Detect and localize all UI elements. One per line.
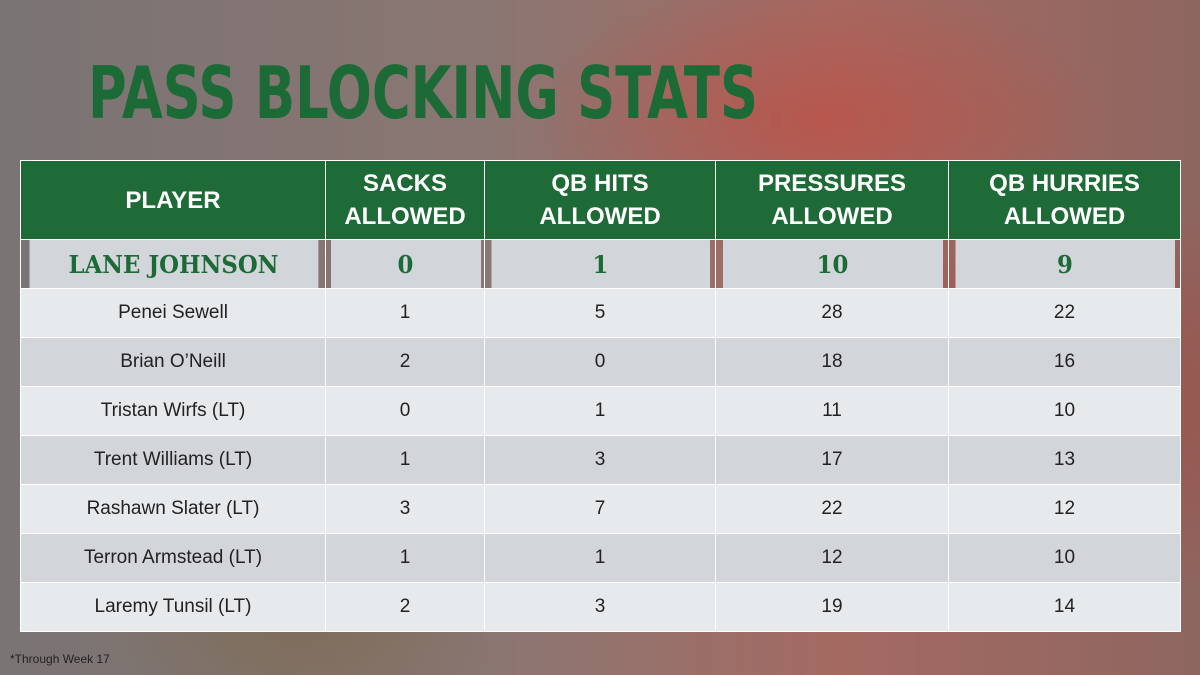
stat-cell: 0 bbox=[325, 386, 485, 436]
header-line: ALLOWED bbox=[1003, 203, 1126, 230]
stat-cell: 28 bbox=[715, 288, 949, 338]
header-line: PLAYER bbox=[125, 186, 221, 214]
stat-cell: 0 bbox=[484, 337, 716, 387]
table-row: Brian O’Neill 2 0 18 16 bbox=[20, 337, 1181, 387]
stat-cell: 1 bbox=[325, 288, 485, 338]
stat-cell: 2 bbox=[325, 337, 485, 387]
player-cell: Terron Armstead (LT) bbox=[20, 533, 326, 583]
header-line: ALLOWED bbox=[771, 203, 893, 230]
highlight-row: LANE JOHNSON 0 1 10 9 bbox=[21, 239, 1181, 289]
header-line: SACKS bbox=[362, 170, 447, 197]
stat-cell: 1 bbox=[484, 386, 716, 436]
title: PASS BLOCKING STATS bbox=[88, 51, 758, 135]
stat-cell: 10 bbox=[948, 533, 1181, 583]
table-row: Tristan Wirfs (LT) 0 1 11 10 bbox=[20, 386, 1181, 436]
stats-table: PLAYER SACKS ALLOWED QB HITS ALLOWED PRESSURE… bbox=[20, 160, 1181, 632]
player-cell: Tristan Wirfs (LT) bbox=[20, 386, 326, 436]
player-cell: Rashawn Slater (LT) bbox=[20, 484, 326, 534]
header-cell: SACKS ALLOWED bbox=[325, 160, 485, 240]
stat-cell: 12 bbox=[715, 533, 949, 583]
stat-cell: 3 bbox=[325, 484, 485, 534]
stat-cell: 19 bbox=[715, 582, 949, 632]
header-row: PLAYER SACKS ALLOWED QB HITS ALLOWED PRESSURE… bbox=[20, 160, 1181, 240]
stat-cell: 10 bbox=[720, 239, 944, 289]
stat-cell: 1 bbox=[484, 533, 716, 583]
stat-cell: 5 bbox=[484, 288, 716, 338]
stat-cell: 0 bbox=[329, 239, 482, 289]
header-line: QB HURRIES bbox=[989, 170, 1140, 197]
player-cell: Penei Sewell bbox=[20, 288, 326, 338]
table-row: Penei Sewell 1 5 28 22 bbox=[20, 288, 1181, 338]
header-cell: QB HITS ALLOWED bbox=[484, 160, 716, 240]
player-cell: Brian O’Neill bbox=[20, 337, 326, 387]
stat-cell: 11 bbox=[715, 386, 949, 436]
table-row: Terron Armstead (LT) 1 1 12 10 bbox=[20, 533, 1181, 583]
player-cell: LANE JOHNSON bbox=[27, 239, 319, 289]
stat-cell: 1 bbox=[325, 533, 485, 583]
table-row: Rashawn Slater (LT) 3 7 22 12 bbox=[20, 484, 1181, 534]
header-line: PRESSURES bbox=[757, 170, 907, 197]
stat-cell: 14 bbox=[948, 582, 1181, 632]
stat-cell: 17 bbox=[715, 435, 949, 485]
table-row: Laremy Tunsil (LT) 2 3 19 14 bbox=[20, 582, 1181, 632]
player-cell: Trent Williams (LT) bbox=[20, 435, 326, 485]
header-line: QB HITS bbox=[551, 170, 649, 197]
stat-cell: 22 bbox=[715, 484, 949, 534]
header-cell: QB HURRIES ALLOWED bbox=[948, 160, 1181, 240]
stat-cell: 12 bbox=[948, 484, 1181, 534]
header-cell: PLAYER bbox=[20, 160, 326, 240]
stat-cell: 1 bbox=[489, 239, 711, 289]
stat-cell: 10 bbox=[948, 386, 1181, 436]
stat-cell: 7 bbox=[484, 484, 716, 534]
stat-cell: 16 bbox=[948, 337, 1181, 387]
footnote: *Through Week 17 bbox=[10, 652, 110, 666]
table-body: LANE JOHNSON 0 1 10 9 Penei Sewell 1 5 28 22 Brian… bbox=[20, 239, 1181, 632]
table-row: Trent Williams (LT) 1 3 17 13 bbox=[20, 435, 1181, 485]
header-line: ALLOWED bbox=[344, 203, 466, 230]
stat-cell: 3 bbox=[484, 435, 716, 485]
title-box: PASS BLOCKING STATS bbox=[88, 51, 758, 135]
stat-cell: 22 bbox=[948, 288, 1181, 338]
stat-cell: 3 bbox=[484, 582, 716, 632]
stat-cell: 13 bbox=[948, 435, 1181, 485]
stat-cell: 9 bbox=[953, 239, 1176, 289]
stat-cell: 2 bbox=[325, 582, 485, 632]
player-cell: Laremy Tunsil (LT) bbox=[20, 582, 326, 632]
header-cell: PRESSURES ALLOWED bbox=[715, 160, 949, 240]
stat-cell: 1 bbox=[325, 435, 485, 485]
header-line: ALLOWED bbox=[539, 203, 661, 230]
stat-cell: 18 bbox=[715, 337, 949, 387]
